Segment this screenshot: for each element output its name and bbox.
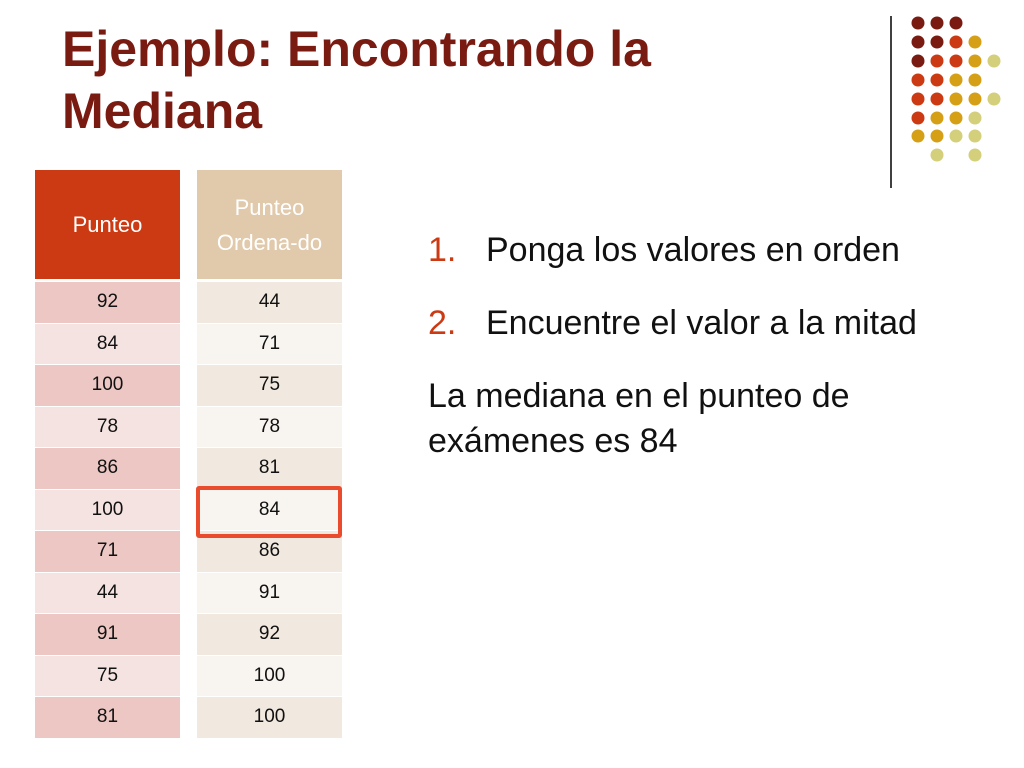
step-item: 1. Ponga los valores en orden — [428, 228, 968, 273]
decorative-dot — [949, 35, 963, 49]
table-cell: 81 — [197, 448, 342, 490]
median-highlight-box — [196, 486, 342, 538]
decorative-dot — [911, 129, 925, 143]
table-cell: 100 — [35, 489, 180, 531]
table-cell: 100 — [35, 365, 180, 407]
table-cell: 84 — [35, 323, 180, 365]
step-number: 2. — [428, 304, 457, 342]
table-cell: 71 — [35, 531, 180, 573]
decorative-dot — [930, 73, 944, 87]
decorative-dot — [930, 148, 944, 162]
decorative-dot — [968, 148, 982, 162]
decorative-dot — [949, 111, 963, 125]
decorative-dot — [968, 129, 982, 143]
decorative-dot — [987, 92, 1001, 106]
table-cell: 100 — [197, 697, 342, 739]
table-cell: 92 — [35, 282, 180, 324]
decorative-dot — [930, 35, 944, 49]
decorative-dot — [968, 111, 982, 125]
original-scores-header: Punteo — [35, 170, 180, 282]
table-cell: 78 — [197, 406, 342, 448]
decorative-dot — [968, 35, 982, 49]
step-text: Encuentre el valor a la mitad — [486, 304, 917, 342]
decorative-dot — [968, 92, 982, 106]
decorative-dot — [930, 111, 944, 125]
sorted-scores-header: Punteo Ordena-do — [197, 170, 342, 282]
table-cell: 44 — [197, 282, 342, 324]
slide-body: 1. Ponga los valores en orden 2. Encuent… — [428, 228, 968, 464]
decorative-dot — [949, 73, 963, 87]
step-text: Ponga los valores en orden — [486, 231, 900, 269]
decorative-dot — [911, 92, 925, 106]
decorative-dot — [949, 16, 963, 30]
decorative-dot — [949, 92, 963, 106]
decorative-dot — [949, 129, 963, 143]
decorative-dot — [911, 54, 925, 68]
table-cell: 81 — [35, 697, 180, 739]
decorative-dot — [930, 54, 944, 68]
table-cell: 86 — [35, 448, 180, 490]
decorative-dot — [930, 92, 944, 106]
table-cell: 75 — [197, 365, 342, 407]
table-cell: 71 — [197, 323, 342, 365]
sorted-scores-table: Punteo Ordena-do 44 71 75 78 81 84 86 91 92 100 10… — [197, 170, 342, 739]
decorative-dot — [911, 16, 925, 30]
median-conclusion: La mediana en el punteo de exámenes es 8… — [428, 377, 850, 460]
decorative-dot — [911, 35, 925, 49]
table-cell: 100 — [197, 655, 342, 697]
decorative-dot — [911, 111, 925, 125]
vertical-divider — [890, 16, 892, 188]
table-cell: 44 — [35, 572, 180, 614]
table-cell: 84 — [197, 489, 342, 531]
table-cell: 75 — [35, 655, 180, 697]
decorative-dot — [968, 54, 982, 68]
original-scores-table: Punteo 92 84 100 78 86 100 71 44 91 75 81 — [35, 170, 180, 739]
step-number: 1. — [428, 231, 457, 269]
table-cell: 78 — [35, 406, 180, 448]
slide-title: Ejemplo: Encontrando la Mediana — [62, 21, 651, 139]
decorative-dot — [911, 73, 925, 87]
decorative-dot — [930, 129, 944, 143]
decorative-dot — [930, 16, 944, 30]
decorative-dot — [987, 54, 1001, 68]
table-cell: 91 — [35, 614, 180, 656]
table-cell: 91 — [197, 572, 342, 614]
table-cell: 92 — [197, 614, 342, 656]
step-item: 2. Encuentre el valor a la mitad — [428, 301, 968, 346]
decorative-dot — [968, 73, 982, 87]
decorative-dot — [949, 54, 963, 68]
